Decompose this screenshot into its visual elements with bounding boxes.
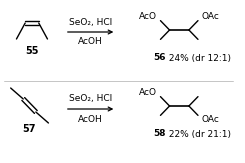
Text: 22% (dr 21:1): 22% (dr 21:1) [166,129,231,139]
Text: 56: 56 [153,53,166,62]
Text: 24% (dr 12:1): 24% (dr 12:1) [166,53,231,62]
Text: SeO₂, HCl: SeO₂, HCl [69,17,112,27]
Text: OAc: OAc [202,115,220,124]
Text: AcOH: AcOH [78,37,103,46]
Text: OAc: OAc [202,12,220,21]
Text: AcOH: AcOH [78,114,103,124]
Text: 58: 58 [153,129,166,139]
Text: AcO: AcO [139,88,157,97]
Text: AcO: AcO [139,12,157,21]
Text: SeO₂, HCl: SeO₂, HCl [69,95,112,104]
Text: 55: 55 [25,46,39,56]
Text: 57: 57 [22,124,36,134]
